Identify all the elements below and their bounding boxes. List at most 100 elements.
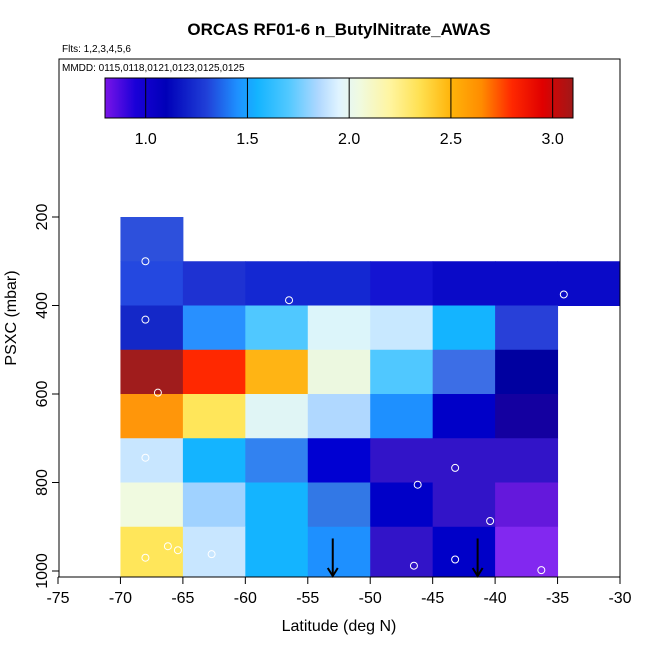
heatmap-cell (245, 526, 309, 578)
chart-title: ORCAS RF01-6 n_ButylNitrate_AWAS (187, 20, 490, 39)
heatmap-cell (182, 482, 246, 528)
y-axis: 200 400 600 800 1000 (34, 204, 60, 589)
y-tick-label: 600 (34, 381, 51, 408)
sample-arrows (326, 538, 484, 578)
heatmap-cell (245, 305, 309, 351)
heatmap-cell (432, 261, 496, 306)
heatmap-cell (495, 438, 559, 483)
heatmap-cell (182, 394, 246, 439)
x-tick-label: -70 (109, 590, 132, 607)
heatmap-cell (307, 438, 371, 483)
flights-label: Flts: 1,2,3,4,5,6 (62, 44, 131, 55)
heatmap-cell (307, 349, 371, 395)
x-tick-label: -45 (421, 590, 444, 607)
colorbar-tick-label: 2.0 (338, 131, 360, 148)
heatmap-cell (495, 305, 559, 351)
arrow-head (471, 567, 484, 578)
y-tick-label: 800 (34, 469, 51, 496)
heatmap-cell (557, 261, 621, 306)
sample-point (413, 480, 422, 489)
heatmap-cell (120, 526, 184, 578)
heatmap-cell (307, 261, 371, 306)
heatmap-cell (120, 438, 184, 483)
heatmap-cell (307, 482, 371, 528)
sample-point (207, 550, 216, 559)
sample-point (559, 290, 568, 299)
heatmap-cell (370, 482, 434, 528)
heatmap-cell (120, 349, 184, 395)
heatmap-cell (432, 394, 496, 439)
heatmap-cell (495, 482, 559, 528)
sample-point (141, 453, 150, 462)
heatmap-cell (370, 394, 434, 439)
sample-point (451, 463, 460, 472)
colorbar-tick-label: 2.5 (440, 131, 462, 148)
heatmap-cell (245, 482, 309, 528)
sample-point (141, 257, 150, 266)
heatmap-cell (182, 261, 246, 306)
heatmap-cell (307, 305, 371, 351)
heatmap-cell (495, 526, 559, 578)
sample-points (141, 257, 568, 575)
x-tick-label: -65 (171, 590, 194, 607)
y-tick-label: 400 (34, 292, 51, 319)
heatmap-cell (245, 261, 309, 306)
sample-point (141, 315, 150, 324)
x-tick-label: -55 (296, 590, 319, 607)
colorbar-bar (104, 77, 574, 119)
heatmap-cell (120, 305, 184, 351)
sample-point (141, 553, 150, 562)
colorbar-tick-label: 1.5 (236, 131, 258, 148)
heatmap-cell (370, 526, 434, 578)
x-axis: -75 -70 -65 -60 -55 -50 -45 -40 -35 -30 (46, 576, 632, 607)
x-tick-label: -60 (234, 590, 257, 607)
heatmap-cell (432, 438, 496, 483)
heatmap-cell (370, 438, 434, 483)
heatmap-cell (120, 217, 184, 262)
y-tick-label: 200 (34, 204, 51, 231)
heatmap-cell (307, 526, 371, 578)
heatmap-cell (182, 349, 246, 395)
sample-point (537, 566, 546, 575)
heatmap-cell (432, 482, 496, 528)
heatmap-cell (370, 349, 434, 395)
heatmap-cell (120, 261, 184, 306)
arrow-head (326, 567, 339, 578)
heatmap-cell (182, 305, 246, 351)
heatmap-cell (245, 438, 309, 483)
heatmap-cell (245, 349, 309, 395)
sample-point (153, 388, 162, 397)
sample-point (486, 516, 495, 525)
x-tick-label: -50 (359, 590, 382, 607)
x-tick-label: -40 (484, 590, 507, 607)
y-tick-label: 1000 (34, 553, 51, 589)
y-axis-label: PSXC (mbar) (3, 270, 20, 365)
heatmap-cell (120, 394, 184, 439)
colorbar: 1.0 1.5 2.0 2.5 3.0 (104, 77, 574, 148)
colorbar-tick-label: 1.0 (135, 131, 157, 148)
sample-point (451, 555, 460, 564)
heatmap-cell (432, 349, 496, 395)
heatmap-cell (370, 305, 434, 351)
dates-label: MMDD: 0115,0118,0121,0123,0125,0125 (62, 63, 245, 74)
heatmap-cells (120, 217, 621, 578)
heatmap-cell (495, 349, 559, 395)
sample-point (409, 561, 418, 570)
heatmap-cell (432, 526, 496, 578)
heatmap-cell (182, 438, 246, 483)
heatmap-cell (495, 261, 559, 306)
heatmap-cell (495, 394, 559, 439)
heatmap-cell (120, 482, 184, 528)
x-axis-label: Latitude (deg N) (282, 618, 397, 635)
heatmap-cell (307, 394, 371, 439)
sample-point (163, 542, 172, 551)
heatmap-cell (370, 261, 434, 306)
x-tick-label: -30 (608, 590, 631, 607)
sample-point (173, 546, 182, 555)
sample-point (285, 296, 294, 305)
heatmap-cell (432, 305, 496, 351)
x-tick-label: -75 (46, 590, 69, 607)
x-tick-label: -35 (546, 590, 569, 607)
colorbar-tick-label: 3.0 (542, 131, 564, 148)
